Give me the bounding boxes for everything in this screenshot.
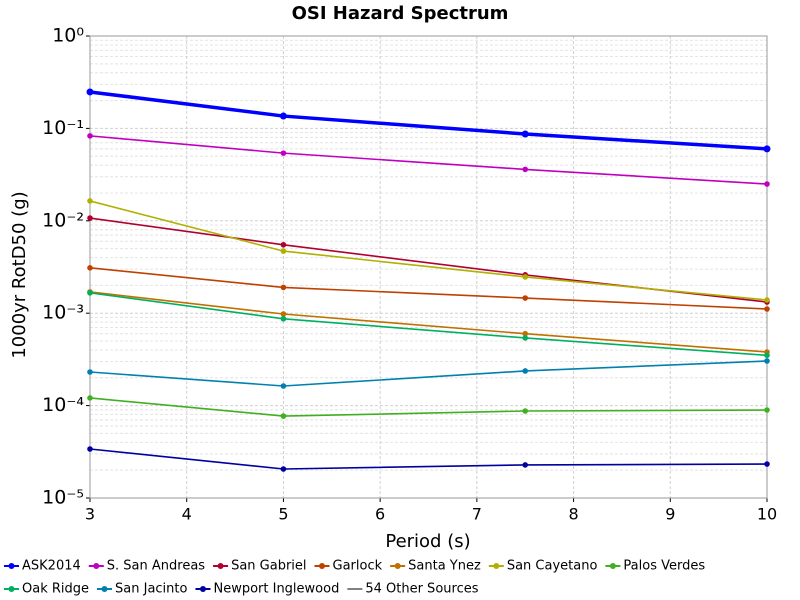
y-tick-label: 10⁻¹ xyxy=(42,117,84,139)
legend-item: San Cayetano xyxy=(488,559,598,574)
y-tick-label: 10⁻² xyxy=(42,209,84,231)
data-point xyxy=(280,413,287,419)
data-point xyxy=(522,368,529,374)
legend-label: San Gabriel xyxy=(231,559,306,574)
x-tick-label: 9 xyxy=(665,505,675,524)
legend-marker xyxy=(8,586,15,592)
data-point xyxy=(764,407,770,413)
data-point xyxy=(280,383,287,389)
series-line xyxy=(89,217,768,303)
legend-item: Garlock xyxy=(314,559,383,574)
data-point xyxy=(521,130,529,138)
data-point xyxy=(86,88,94,96)
data-point xyxy=(522,166,529,173)
series-line xyxy=(89,360,768,387)
legend-marker xyxy=(101,586,108,592)
series-line xyxy=(89,135,768,185)
legend-label: S. San Andreas xyxy=(107,559,206,574)
chart-title: OSI Hazard Spectrum xyxy=(292,3,509,24)
legend-item: S. San Andreas xyxy=(88,559,206,574)
legend-item: Santa Ynez xyxy=(390,559,481,574)
y-tick-label: 10⁻⁵ xyxy=(42,487,84,509)
data-point xyxy=(764,352,770,359)
legend-marker xyxy=(217,563,224,569)
x-tick-label: 10 xyxy=(757,505,777,524)
data-point xyxy=(280,248,287,254)
legend-label: Santa Ynez xyxy=(408,559,481,574)
legend-item: San Gabriel xyxy=(213,559,307,574)
legend-item: Oak Ridge xyxy=(4,582,89,597)
y-tick-label: 10⁰ xyxy=(52,25,84,47)
data-point xyxy=(280,466,287,472)
data-point xyxy=(87,198,93,204)
data-point xyxy=(764,297,770,303)
legend-marker xyxy=(199,586,206,592)
legend-item: Newport Inglewood xyxy=(195,582,339,597)
x-tick-label: 5 xyxy=(278,505,288,524)
legend-marker xyxy=(8,563,15,569)
legend-marker xyxy=(93,563,100,569)
data-point xyxy=(280,284,287,291)
series-line xyxy=(89,448,768,470)
legend-marker xyxy=(394,563,401,569)
data-point xyxy=(87,264,93,271)
legend-label: San Cayetano xyxy=(507,559,598,574)
series-line xyxy=(89,90,768,151)
x-tick-label: 7 xyxy=(472,505,482,524)
legend-item: Palos Verdes xyxy=(605,559,705,574)
y-axis-label: 1000yr RotD50 (g) xyxy=(9,191,30,358)
legend-label: San Jacinto xyxy=(115,582,187,597)
data-point xyxy=(522,462,529,468)
series-line xyxy=(89,291,768,353)
data-point xyxy=(280,311,287,317)
legend-marker xyxy=(493,563,500,569)
series-line xyxy=(89,200,768,301)
data-point xyxy=(763,145,771,153)
legend-label: Garlock xyxy=(333,559,383,574)
data-point xyxy=(522,274,529,280)
legend-label: Oak Ridge xyxy=(22,582,89,597)
data-point xyxy=(280,315,287,322)
data-point xyxy=(522,335,529,341)
data-point xyxy=(87,290,93,296)
data-point xyxy=(522,295,529,301)
data-point xyxy=(764,461,770,467)
legend-label: Palos Verdes xyxy=(623,559,705,574)
y-tick-label: 10⁻⁴ xyxy=(42,394,84,416)
legend-item: San Jacinto xyxy=(97,582,188,597)
legend-item: ASK2014 xyxy=(4,559,81,574)
x-tick-label: 3 xyxy=(85,505,95,524)
series-line xyxy=(89,292,768,357)
data-point xyxy=(87,133,93,139)
x-tick-label: 4 xyxy=(182,505,192,524)
legend-label: Newport Inglewood xyxy=(213,582,339,597)
data-point xyxy=(280,241,287,248)
data-point xyxy=(87,446,93,452)
data-point xyxy=(764,358,770,364)
x-axis-label: Period (s) xyxy=(385,531,470,552)
data-point xyxy=(764,306,770,312)
data-point xyxy=(87,215,93,221)
data-point xyxy=(522,330,529,337)
legend-marker xyxy=(319,563,326,569)
x-tick-label: 6 xyxy=(375,505,385,524)
legend-label: 54 Other Sources xyxy=(365,582,478,597)
legend-marker xyxy=(609,563,616,569)
series-line xyxy=(89,267,768,310)
x-tick-label: 8 xyxy=(568,505,578,524)
legend-item: 54 Other Sources xyxy=(347,582,479,597)
series-line xyxy=(89,397,768,417)
data-point xyxy=(279,112,287,120)
data-point xyxy=(87,395,93,401)
data-point xyxy=(87,369,93,375)
data-point xyxy=(764,181,770,187)
data-point xyxy=(522,408,529,414)
data-point xyxy=(280,150,287,156)
legend-label: ASK2014 xyxy=(22,559,81,574)
y-tick-label: 10⁻³ xyxy=(42,302,84,324)
